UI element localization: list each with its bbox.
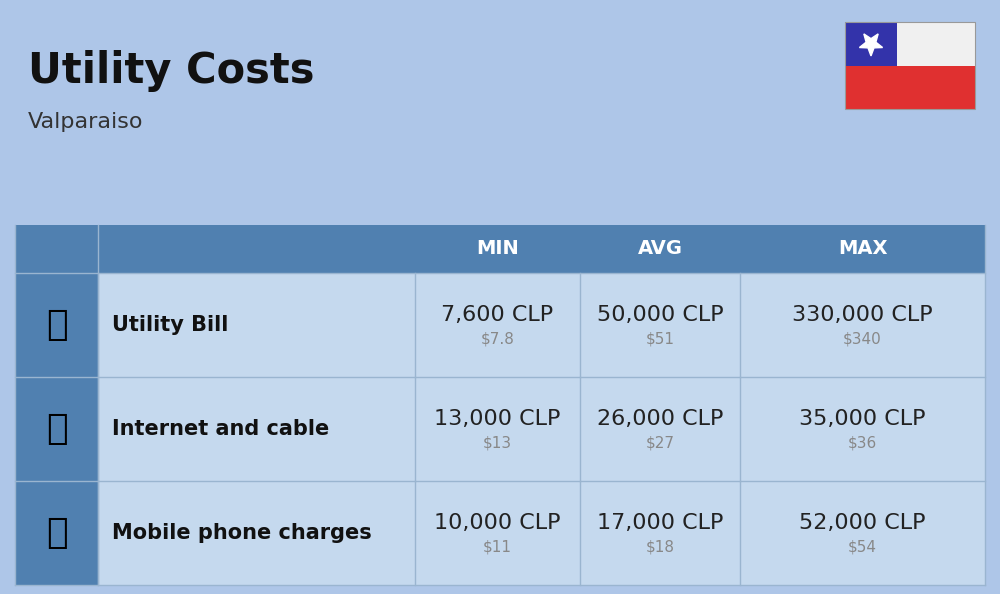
Bar	[580, 481, 740, 585]
Bar	[15, 225, 98, 273]
Text: 📶: 📶	[46, 412, 67, 446]
Text: $27: $27	[646, 435, 674, 450]
Text: 52,000 CLP: 52,000 CLP	[799, 513, 926, 533]
Text: $51: $51	[646, 331, 674, 346]
Bar	[580, 377, 740, 481]
Text: 📱: 📱	[46, 516, 67, 550]
Bar	[15, 377, 98, 481]
Text: Utility Costs: Utility Costs	[28, 50, 314, 92]
Bar	[845, 22, 897, 65]
Text: AVG: AVG	[638, 239, 682, 258]
Text: 13,000 CLP: 13,000 CLP	[434, 409, 561, 429]
Text: $7.8: $7.8	[481, 331, 514, 346]
Bar	[15, 481, 98, 585]
Text: 50,000 CLP: 50,000 CLP	[597, 305, 723, 325]
Bar	[897, 22, 975, 65]
Text: 🔌: 🔌	[46, 308, 67, 342]
Bar	[415, 377, 580, 481]
Text: $36: $36	[848, 435, 877, 450]
Bar	[415, 481, 580, 585]
Bar	[15, 273, 98, 377]
Bar	[415, 273, 580, 377]
Bar	[740, 481, 985, 585]
Bar	[740, 273, 985, 377]
Bar	[98, 273, 415, 377]
Bar	[740, 377, 985, 481]
Text: $54: $54	[848, 539, 877, 555]
Bar	[845, 22, 975, 109]
Text: 7,600 CLP: 7,600 CLP	[441, 305, 554, 325]
Text: $13: $13	[483, 435, 512, 450]
Text: Mobile phone charges: Mobile phone charges	[112, 523, 372, 543]
Bar	[580, 225, 740, 273]
Text: 26,000 CLP: 26,000 CLP	[597, 409, 723, 429]
Text: 17,000 CLP: 17,000 CLP	[597, 513, 723, 533]
Text: MAX: MAX	[838, 239, 887, 258]
Text: Valparaiso: Valparaiso	[28, 112, 144, 132]
Text: $11: $11	[483, 539, 512, 555]
Text: 10,000 CLP: 10,000 CLP	[434, 513, 561, 533]
Bar	[98, 377, 415, 481]
Text: $340: $340	[843, 331, 882, 346]
Bar	[580, 273, 740, 377]
Polygon shape	[859, 34, 883, 56]
Text: Utility Bill: Utility Bill	[112, 315, 228, 335]
Bar	[98, 481, 415, 585]
Bar	[740, 225, 985, 273]
Bar	[15, 225, 985, 585]
Text: MIN: MIN	[476, 239, 519, 258]
Text: 330,000 CLP: 330,000 CLP	[792, 305, 933, 325]
Bar	[98, 225, 415, 273]
Bar	[415, 225, 580, 273]
Bar	[845, 65, 975, 109]
Text: $18: $18	[646, 539, 674, 555]
Text: Internet and cable: Internet and cable	[112, 419, 329, 439]
Text: 35,000 CLP: 35,000 CLP	[799, 409, 926, 429]
